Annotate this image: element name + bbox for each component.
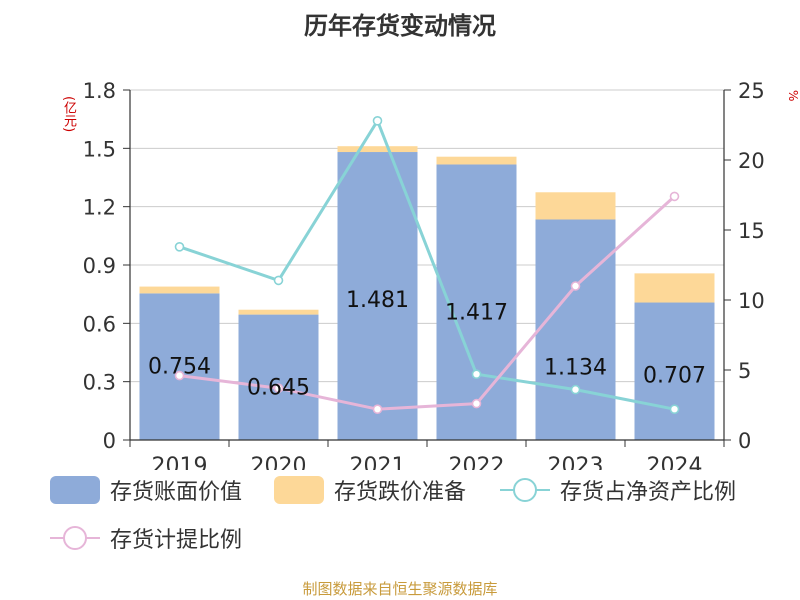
x-tick-label: 2024 [647,454,703,470]
legend-item-provision-ratio[interactable]: 存货计提比例 [50,522,242,554]
left-tick-label: 0 [103,429,116,453]
bar-impairment [436,156,517,165]
bar-impairment [139,286,220,294]
left-tick-label: 1.5 [83,137,116,161]
point-net-asset-ratio [273,275,284,286]
right-tick-label: 5 [738,359,751,383]
right-tick-label: 25 [738,79,765,103]
legend-item-book-value[interactable]: 存货账面价值 [50,474,242,506]
left-tick-label: 0.9 [83,254,116,278]
right-axis-unit: % [786,90,800,102]
bar-impairment [535,192,616,220]
point-provision-ratio [471,398,482,409]
bar-data-label: 0.754 [148,354,211,379]
chart-plot: 0 0.3 0.6 0.9 1.2 1.5 1.8 0 5 10 15 20 25 2019 2020 202… [83,79,765,470]
legend-label-impairment: 存货跌价准备 [334,480,467,505]
bar-impairment [238,309,319,315]
point-net-asset-ratio [669,404,680,415]
right-tick-label: 10 [738,289,765,313]
data-source-note: 制图数据来自恒生聚源数据库 [302,580,498,598]
bar-impairment [634,273,715,303]
bar-book-value [634,302,715,440]
right-tick-label: 0 [738,429,751,453]
legend-swatch-book-value [50,476,100,504]
left-axis-unit: (亿元) [61,96,76,133]
line-provision-ratio [179,195,676,411]
bar-data-label: 1.481 [346,288,409,313]
point-net-asset-ratio [570,384,581,395]
point-net-asset-ratio [372,116,383,126]
x-tick-label: 2021 [350,454,406,470]
legend-label-book-value: 存货账面价值 [110,480,243,505]
left-tick-label: 1.8 [83,79,116,103]
legend-swatch-provision-ratio [50,524,100,552]
bar-data-label: 0.707 [643,364,706,389]
left-tick-label: 0.3 [83,371,116,395]
bar-data-label: 1.134 [544,356,607,381]
left-tick-label: 1.2 [83,196,116,220]
left-tick-label: 0.6 [83,312,116,336]
x-tick-label: 2020 [251,454,307,470]
legend-label-net-asset-ratio: 存货占净资产比例 [560,480,737,505]
point-net-asset-ratio [174,242,185,252]
bar-book-value [139,293,220,440]
point-net-asset-ratio [471,369,482,380]
point-provision-ratio [669,191,680,202]
legend-swatch-impairment [274,476,324,504]
point-provision-ratio [273,383,284,394]
x-tick-label: 2019 [152,454,208,470]
bar-impairment [337,146,418,153]
x-tick-label: 2023 [548,454,604,470]
legend-item-impairment[interactable]: 存货跌价准备 [274,474,466,506]
right-tick-label: 15 [738,219,765,243]
chart-title: 历年存货变动情况 [304,12,496,40]
legend-item-net-asset-ratio[interactable]: 存货占净资产比例 [500,474,736,506]
bar-book-value [535,219,616,440]
point-provision-ratio [372,404,383,415]
bar-book-value [337,152,418,440]
bar-data-label: 0.645 [247,376,310,401]
point-provision-ratio [174,370,185,381]
right-tick-label: 20 [738,149,765,173]
x-tick-label: 2022 [449,454,505,470]
legend-swatch-net-asset-ratio [500,476,550,504]
bar-book-value [238,314,319,440]
point-provision-ratio [570,281,581,291]
line-net-asset-ratio [179,119,675,411]
bar-data-label: 1.417 [445,300,508,325]
legend-label-provision-ratio: 存货计提比例 [110,528,243,553]
